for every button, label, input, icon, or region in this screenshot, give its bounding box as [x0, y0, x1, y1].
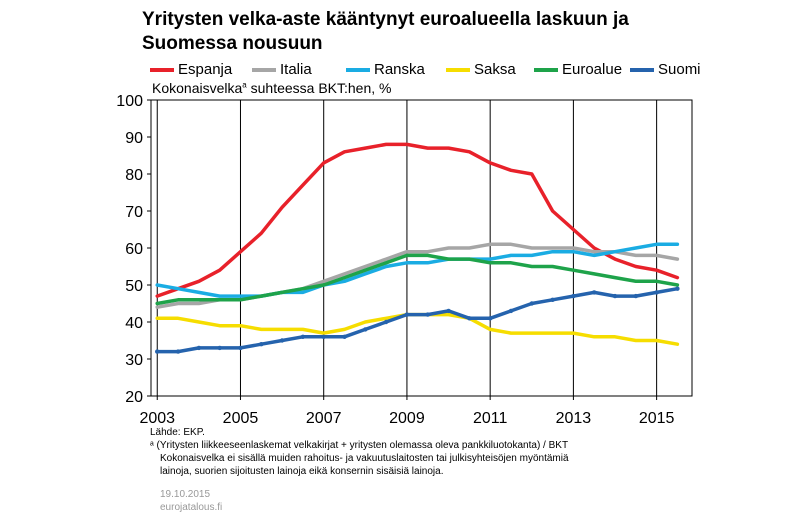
- legend-swatch: [252, 68, 276, 72]
- x-tick-label: 2009: [389, 410, 425, 427]
- y-axis-label-rest: suhteessa BKT:hen, %: [246, 80, 392, 96]
- series-line-saksa: [155, 312, 680, 346]
- x-tick-label: 2003: [139, 410, 175, 427]
- y-axis-label-footnote-mark: a: [242, 80, 247, 90]
- series-point-suomi: [196, 345, 202, 351]
- footnote-line-1: ᵃ (Yritysten liikkeeseenlaskemat velkaki…: [150, 440, 569, 451]
- series-point-suomi: [612, 293, 618, 299]
- legend-label: Saksa: [474, 61, 516, 78]
- y-tick-label: 50: [125, 278, 143, 295]
- series-point-suomi: [571, 293, 576, 299]
- y-tick-label: 60: [125, 241, 143, 258]
- y-tick-label: 70: [125, 204, 143, 221]
- plot-frame: [150, 99, 693, 397]
- legend-swatch: [446, 68, 470, 72]
- x-tick-label: 2013: [556, 410, 592, 427]
- y-tick-label: 100: [116, 93, 143, 110]
- footnote-line-2: Kokonaisvelka ei sisällä muiden rahoitus…: [160, 453, 569, 464]
- x-tick-label: 2015: [639, 410, 675, 427]
- legend-label: Suomi: [658, 61, 701, 78]
- legend-label: Espanja: [178, 61, 233, 78]
- publication-date: 19.10.2015: [160, 489, 211, 500]
- series-point-suomi: [467, 316, 472, 321]
- source-site: eurojatalous.fi: [160, 502, 223, 513]
- series-line-espanja: [155, 142, 680, 298]
- legend-swatch: [346, 68, 370, 72]
- legend-swatch: [534, 68, 558, 72]
- series-point-suomi: [425, 312, 430, 317]
- y-tick-label: 90: [125, 130, 143, 147]
- source-note: Lähde: EKP.: [150, 427, 205, 438]
- series-point-suomi: [383, 319, 389, 325]
- legend-swatch: [150, 68, 174, 72]
- series-point-suomi: [238, 345, 243, 351]
- chart-title: Yritysten velka-aste kääntynyt euroaluee…: [142, 9, 629, 54]
- y-axis-label-main: Kokonaisvelka: [152, 80, 243, 96]
- series-point-suomi: [550, 297, 555, 302]
- y-tick-label: 30: [125, 352, 143, 369]
- series-point-suomi: [404, 312, 410, 317]
- x-tick-label: 2011: [473, 410, 508, 427]
- y-tick-label: 80: [125, 167, 143, 184]
- series-point-suomi: [633, 293, 638, 299]
- y-tick-label: 40: [125, 315, 143, 332]
- series-point-suomi: [363, 327, 368, 332]
- series-point-suomi: [446, 308, 451, 314]
- series-point-suomi: [508, 308, 514, 314]
- legend-label: Ranska: [374, 61, 425, 78]
- series-line-euroalue: [155, 253, 680, 306]
- series-point-suomi: [300, 334, 306, 339]
- series-point-suomi: [259, 342, 264, 347]
- chart-notes: Lähde: EKP. ᵃ (Yritysten liikkeeseenlask…: [150, 426, 710, 478]
- series-point-suomi: [155, 349, 160, 354]
- series-line-ranska: [155, 242, 680, 298]
- legend: Espanja Italia Ranska Saksa Euroalue Suomi: [150, 60, 710, 80]
- x-tick-label: 2005: [223, 410, 259, 427]
- series-point-suomi: [217, 345, 222, 351]
- series-point-suomi: [321, 334, 326, 339]
- y-axis-label: Kokonaisvelkaa suhteessa BKT:hen, %: [152, 80, 392, 96]
- series-line-suomi: [155, 286, 680, 354]
- x-tick-label: 2007: [306, 410, 342, 427]
- line-chart: 20 30 40 50 60 70 80 90 100 2003 2005 2007 2009 2011 2…: [116, 93, 693, 427]
- legend-swatch: [630, 68, 654, 72]
- series-point-suomi: [279, 338, 285, 343]
- y-tick-label: 20: [125, 389, 143, 406]
- legend-label: Euroalue: [562, 61, 623, 78]
- series-point-suomi: [342, 334, 347, 339]
- series-point-suomi: [529, 301, 534, 306]
- footnote-line-3: lainoja, suorien sijoitusten lainoja eik…: [160, 466, 444, 477]
- series-point-suomi: [675, 286, 680, 291]
- series-point-suomi: [175, 349, 181, 354]
- series-point-suomi: [592, 290, 597, 295]
- series-point-suomi: [654, 290, 659, 295]
- legend-label: Italia: [280, 61, 312, 78]
- series-point-suomi: [488, 316, 493, 321]
